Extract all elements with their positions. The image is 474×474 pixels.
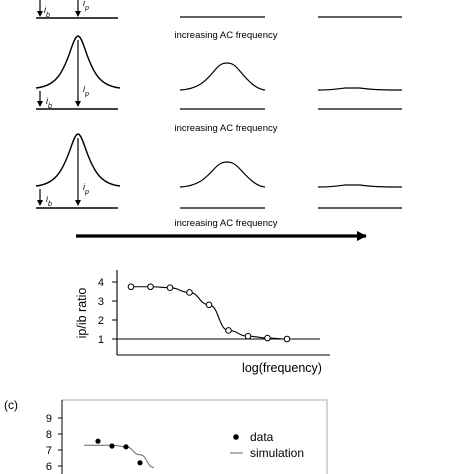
ratio-y-tick-label: 1 (98, 334, 104, 346)
panel-c-data-point (95, 438, 101, 444)
freq-label-3: increasing AC frequency (175, 218, 278, 229)
ratio-data-point (147, 283, 154, 291)
panel-c-y-ticks: 6 7 8 9 (46, 413, 62, 473)
ratio-y-tick-label: 4 (98, 277, 104, 289)
panel-c-data-point (123, 444, 129, 450)
ratio-data-point (186, 289, 193, 296)
freq-label-1: increasing AC frequency (175, 30, 278, 41)
ratio-data-points (127, 283, 291, 343)
panel-c-data-point (109, 443, 115, 449)
ratio-data-point (166, 284, 174, 292)
panel-c-y-tick-label: 6 (46, 461, 52, 473)
ratio-data-point (283, 335, 291, 343)
row3-peaks: ib ip (35, 133, 403, 209)
row1-ib-label: ib (44, 5, 50, 19)
panel-c-label: (c) (4, 398, 18, 412)
ratio-data-point (244, 332, 252, 340)
freq-label-2: increasing AC frequency (175, 123, 278, 134)
panel-c-chart: 6 7 8 9 data simulation (46, 399, 328, 474)
row3-ip-label: ip (83, 182, 89, 196)
ratio-y-tick-label: 2 (98, 315, 104, 327)
ratio-y-tick-label: 3 (98, 296, 104, 308)
panel-c-y-tick-label: 9 (46, 413, 52, 425)
ratio-data-point (205, 301, 213, 309)
ratio-data-point (127, 283, 135, 291)
ratio-data-point (264, 334, 271, 342)
legend-simulation-label: simulation (250, 446, 304, 460)
panel-c-data-points (95, 438, 143, 466)
row3-peak-medium (179, 161, 266, 188)
ratio-fit-curve (131, 286, 288, 340)
ratio-y-label: ip/ib ratio (75, 288, 89, 339)
ratio-x-label: log(frequency) (242, 361, 322, 375)
row2-peak-medium (179, 62, 266, 91)
row2-peak-small (317, 87, 403, 91)
simulation-curve (84, 444, 155, 469)
row3-peak-small (317, 184, 403, 188)
legend-data-label: data (250, 430, 274, 444)
row2-ip-label: ip (83, 84, 89, 98)
ratio-data-point (225, 327, 232, 334)
row1-ip-label: ip (83, 0, 89, 12)
panel-c-frame (61, 399, 328, 474)
row2-peaks: ib ip (35, 35, 403, 110)
row3-peak-large (35, 133, 121, 187)
panel-c-y-tick-label: 7 (46, 445, 52, 457)
row3-ib-label: ib (46, 194, 52, 208)
panel-c-y-tick-label: 8 (46, 429, 52, 441)
row2-ib-label: ib (46, 96, 52, 110)
ratio-chart: 1 2 3 4 ip/ib ratio log(frequency) (75, 270, 330, 375)
legend-data-marker (233, 434, 239, 440)
ratio-y-ticks: 1 2 3 4 (98, 277, 117, 346)
row2-peak-large (35, 35, 121, 89)
panel-c-data-point (137, 460, 143, 466)
row1-peaks: ib ip (36, 0, 402, 19)
